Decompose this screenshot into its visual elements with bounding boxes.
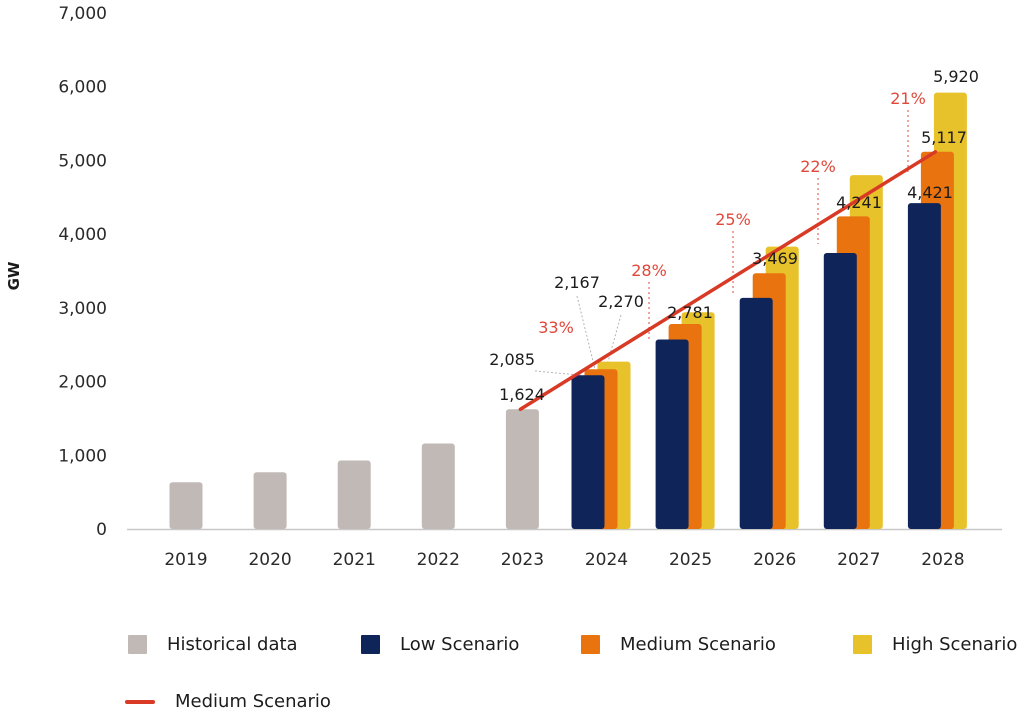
y-tick-label: 7,000: [58, 4, 107, 24]
growth-label: 22%: [800, 157, 836, 176]
bar-historical: [169, 482, 203, 529]
bar-historical: [253, 472, 287, 529]
bar-historical: [505, 409, 539, 529]
x-axis-ticks: 2019 2020 2021 2022 2023 2024 2025 2026 2027 2028: [164, 550, 964, 570]
growth-label: 21%: [890, 89, 926, 108]
y-axis-ticks: 0 1,000 2,000 3,000 4,000 5,000 6,000 7,000: [58, 4, 107, 540]
growth-label: 25%: [715, 210, 751, 229]
bar-low: [823, 252, 857, 529]
x-tick-label: 2022: [417, 550, 460, 570]
value-label: 2,781: [667, 303, 713, 322]
value-label: 5,117: [921, 128, 967, 147]
bar-low: [907, 203, 941, 530]
value-label: 1,624: [499, 385, 545, 404]
bar-low: [571, 375, 605, 529]
value-label: 5,920: [933, 67, 979, 86]
y-tick-label: 4,000: [58, 225, 107, 245]
x-tick-label: 2021: [333, 550, 376, 570]
x-tick-label: 2026: [753, 550, 796, 570]
y-tick-label: 2,000: [58, 373, 107, 393]
bar-historical: [337, 460, 371, 529]
bar-low: [655, 339, 689, 529]
x-tick-label: 2025: [669, 550, 712, 570]
x-tick-label: 2027: [837, 550, 880, 570]
y-tick-label: 5,000: [58, 151, 107, 171]
y-tick-label: 6,000: [58, 78, 107, 98]
growth-label: 28%: [631, 261, 667, 280]
bar-low: [739, 297, 773, 529]
y-tick-label: 0: [96, 520, 107, 540]
x-tick-label: 2028: [921, 550, 964, 570]
x-tick-label: 2019: [164, 550, 207, 570]
y-tick-label: 1,000: [58, 446, 107, 466]
value-label: 4,421: [907, 183, 953, 202]
x-tick-label: 2024: [585, 550, 628, 570]
value-label: 3,469: [752, 249, 798, 268]
value-label: 2,085: [489, 350, 535, 369]
trend-line-medium-scenario: [518, 150, 938, 412]
bars: [169, 92, 967, 530]
value-label: 4,241: [836, 193, 882, 212]
x-tick-label: 2023: [501, 550, 544, 570]
trend-line-group: [518, 150, 938, 412]
y-tick-label: 3,000: [58, 299, 107, 319]
y-axis-title: GW: [5, 261, 23, 290]
bar-historical: [421, 443, 455, 529]
x-tick-label: 2020: [248, 550, 291, 570]
value-label: 2,270: [598, 292, 644, 311]
growth-label: 33%: [538, 318, 574, 337]
value-leader-line: [576, 295, 596, 370]
value-label: 2,167: [554, 273, 600, 292]
growth-labels: 33% 28% 25% 22% 21%: [538, 89, 926, 337]
